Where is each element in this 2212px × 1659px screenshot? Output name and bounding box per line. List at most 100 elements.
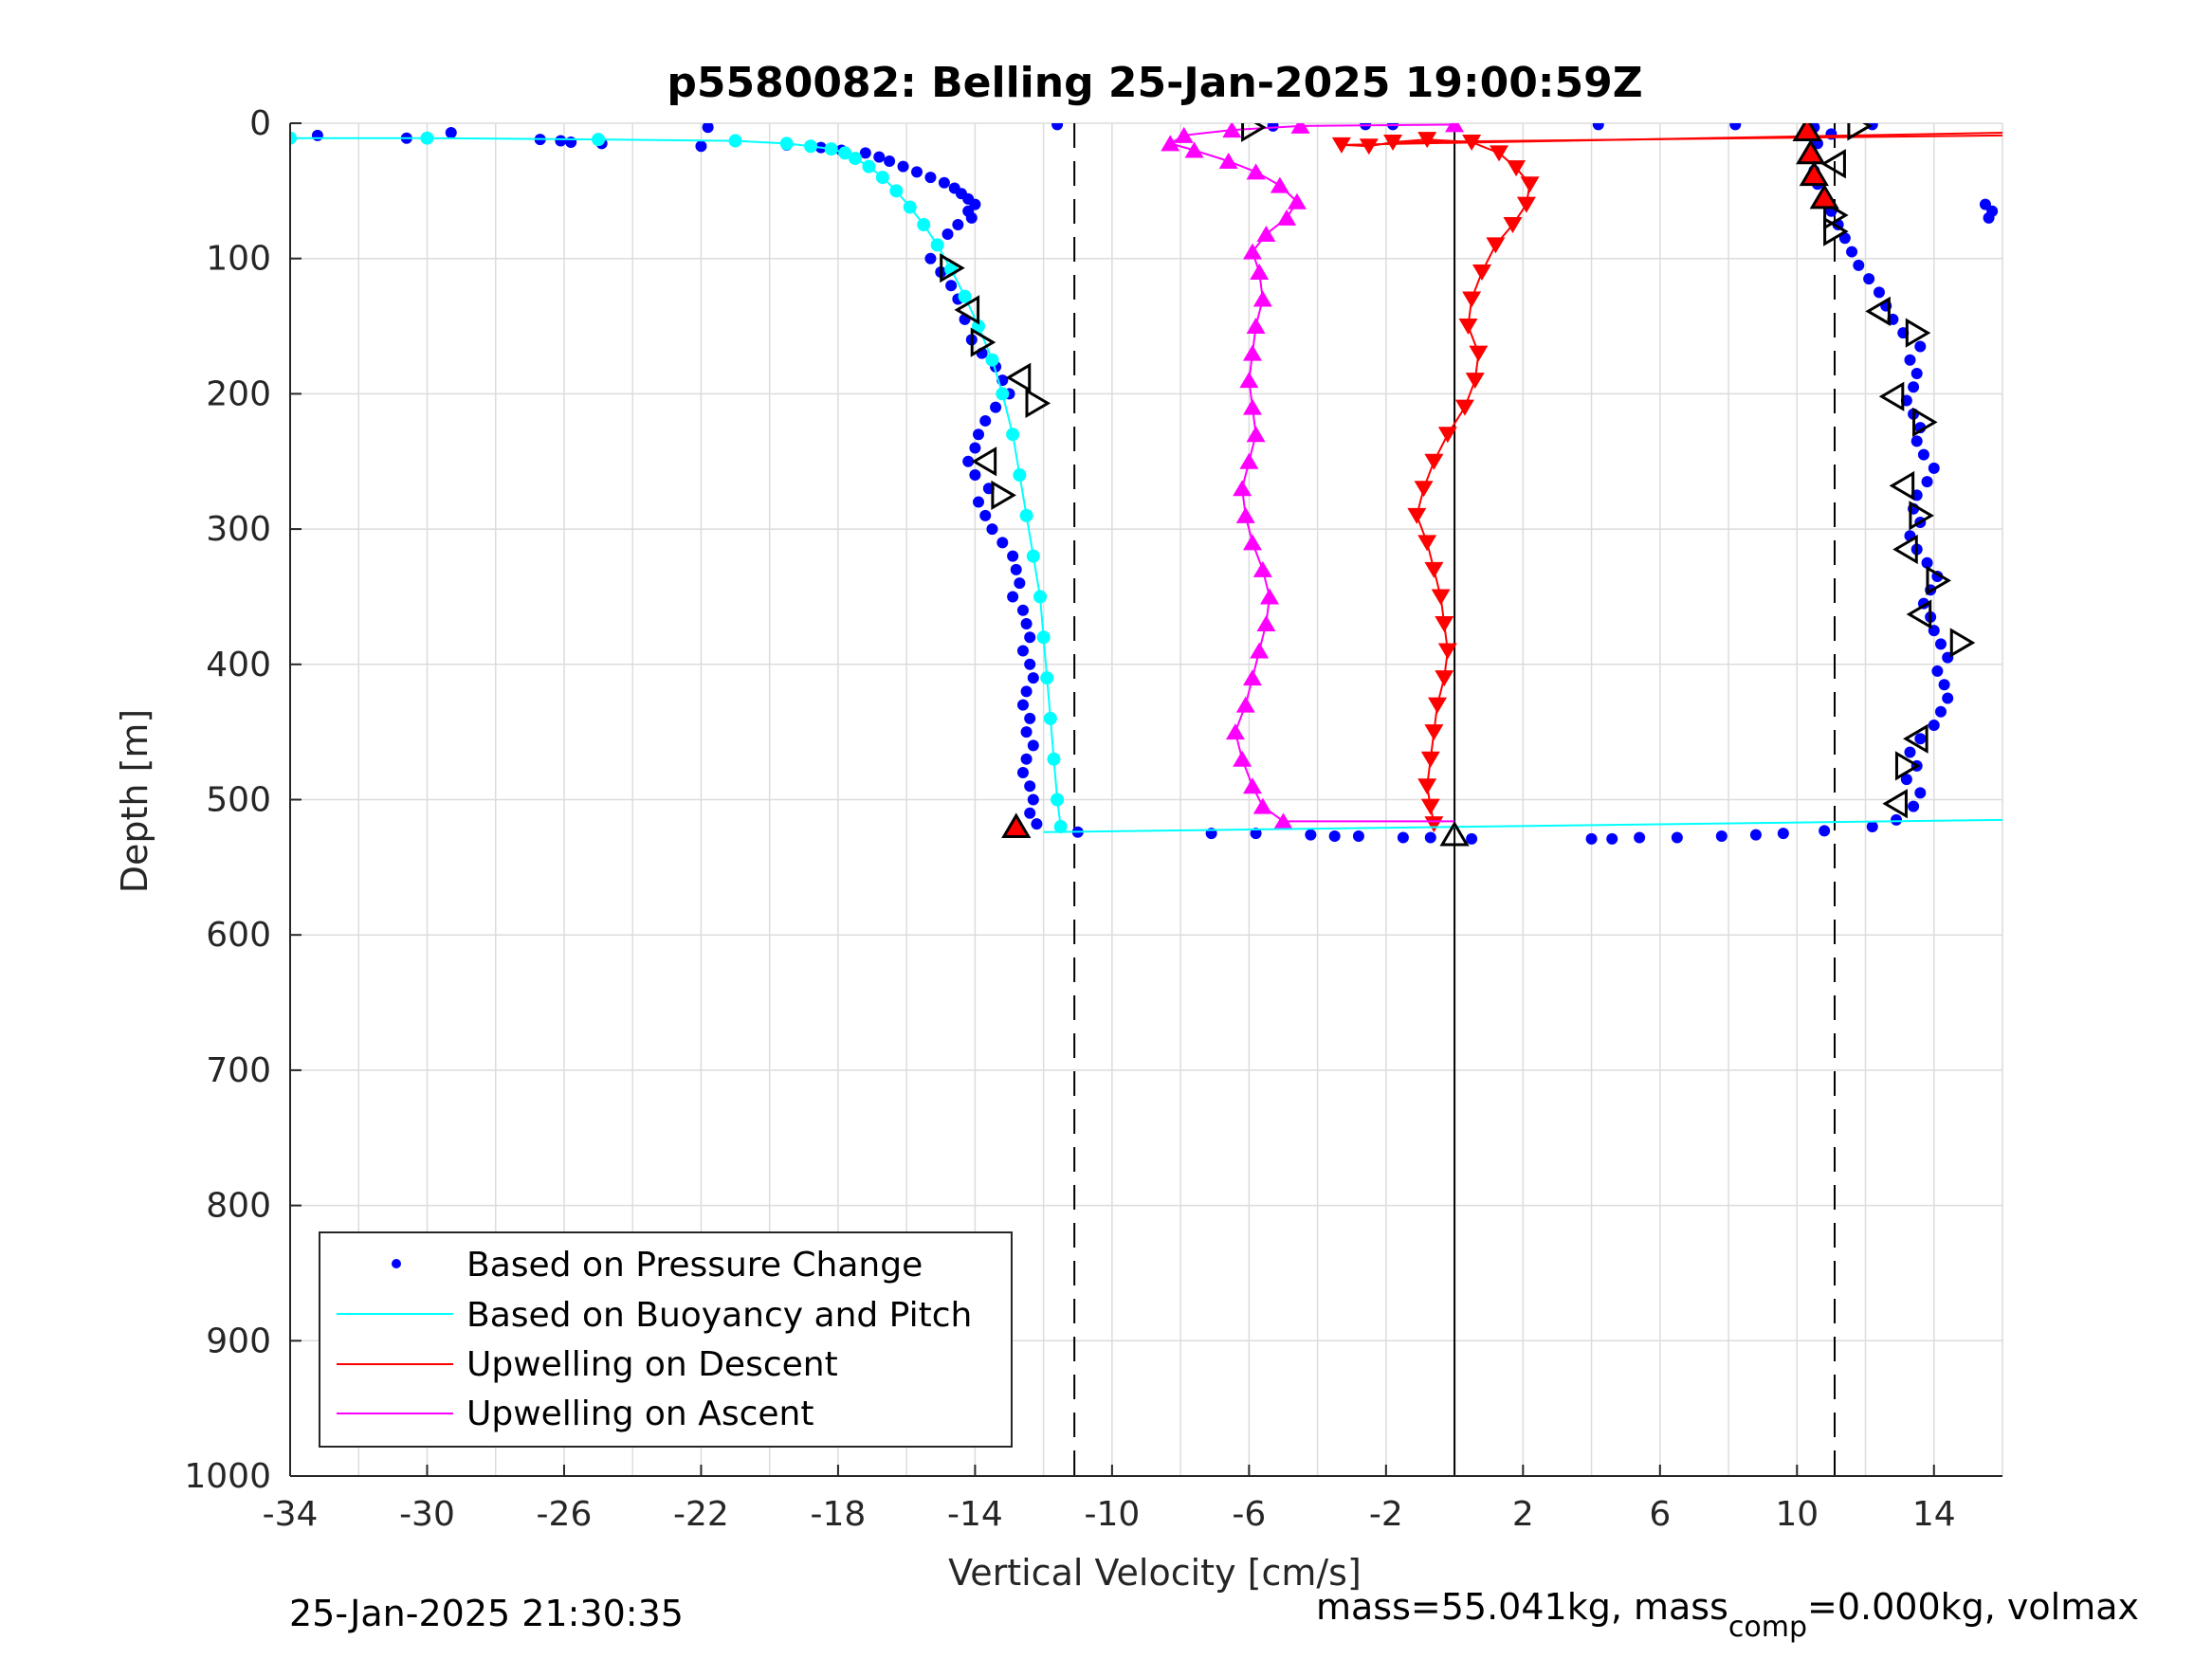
- upwelling-on-ascent-point: [1235, 696, 1255, 713]
- upwelling-on-descent-point: [1465, 373, 1485, 390]
- y-tick-label: 400: [206, 646, 271, 684]
- based-on-pressure-change-ascent-point: [1942, 692, 1954, 704]
- flag-marker-up: [1796, 138, 1826, 165]
- based-on-pressure-change-descent-point: [941, 228, 954, 241]
- x-tick-label: 10: [1775, 1495, 1819, 1534]
- based-on-pressure-change-ascent-point: [1934, 705, 1947, 718]
- based-on-pressure-change-descent-point: [702, 123, 714, 134]
- y-tick-label: 700: [206, 1051, 271, 1090]
- upwelling-on-descent-point: [1414, 481, 1434, 498]
- upwelling-on-ascent-point: [1252, 290, 1272, 307]
- x-axis-label: Vertical Velocity [cm/s]: [948, 1552, 1362, 1594]
- footer-mass-sub: comp: [1728, 1611, 1807, 1644]
- flag-marker-left: [954, 295, 980, 325]
- based-on-pressure-change-ascent-point: [1777, 828, 1789, 840]
- upwelling-on-ascent-point: [1233, 480, 1252, 497]
- upwelling-on-descent-point: [1435, 615, 1454, 632]
- x-tick-label: -34: [263, 1495, 319, 1534]
- x-tick-label: 6: [1649, 1495, 1671, 1534]
- based-on-pressure-change-ascent-point: [1914, 733, 1927, 745]
- based-on-pressure-change-descent-point: [952, 219, 964, 231]
- flag-marker-right: [1909, 501, 1934, 531]
- based-on-pressure-change-ascent-point: [1863, 273, 1875, 285]
- x-tick-label: -26: [537, 1495, 593, 1534]
- based-on-buoyancy-and-pitch-point: [875, 171, 889, 185]
- based-on-pressure-change-descent-point: [1016, 645, 1029, 657]
- based-on-pressure-change-ascent-point: [1931, 665, 1944, 677]
- based-on-pressure-change-descent-point: [1024, 658, 1036, 670]
- upwelling-on-ascent-point: [1252, 797, 1272, 814]
- upwelling-on-descent-point: [1437, 427, 1457, 444]
- based-on-buoyancy-and-pitch-point: [848, 152, 862, 166]
- based-on-pressure-change-descent-point: [945, 280, 958, 292]
- based-on-pressure-change-ascent-point: [1921, 556, 1933, 569]
- x-tick-label: 14: [1912, 1495, 1956, 1534]
- upwelling-on-ascent-point: [1161, 135, 1180, 152]
- footer-mass-post: =0.000kg, volmax: [1807, 1586, 2139, 1628]
- upwelling-on-ascent-point: [1242, 777, 1262, 794]
- x-tick-label: -22: [673, 1495, 729, 1534]
- based-on-pressure-change-ascent-point: [1838, 232, 1851, 245]
- based-on-buoyancy-and-pitch-point: [1043, 711, 1057, 725]
- based-on-pressure-change-descent-point: [986, 523, 998, 536]
- footer-timestamp: 25-Jan-2025 21:30:35: [289, 1593, 684, 1634]
- flag-marker-left: [1889, 470, 1915, 501]
- based-on-pressure-change-ascent-point: [1917, 448, 1929, 461]
- based-on-buoyancy-and-pitch-point: [1040, 671, 1054, 685]
- upwelling-on-descent-point: [1424, 453, 1444, 470]
- based-on-buoyancy-and-pitch-point: [1051, 793, 1065, 807]
- based-on-pressure-change-ascent-point: [1866, 821, 1878, 833]
- based-on-buoyancy-and-pitch-point: [290, 131, 297, 145]
- based-on-pressure-change-ascent-point: [1305, 829, 1317, 841]
- based-on-pressure-change-ascent-point: [1606, 832, 1618, 845]
- based-on-pressure-change-ascent-point: [1328, 830, 1341, 843]
- upwelling-on-descent-surface-line: [1393, 134, 2002, 143]
- flag-marker-up: [1809, 183, 1839, 210]
- flag-marker-left: [1878, 381, 1905, 411]
- flag-marker-right: [970, 327, 996, 357]
- upwelling-on-descent-point: [1428, 697, 1448, 714]
- series-group: [290, 123, 2002, 847]
- based-on-buoyancy-and-pitch-point: [728, 134, 742, 148]
- flag-marker-left: [971, 447, 997, 477]
- y-tick-label: 900: [206, 1322, 271, 1360]
- flag-marker-up: [1792, 123, 1822, 142]
- flag-marker-left: [1865, 296, 1891, 326]
- based-on-pressure-change-ascent-point: [1938, 679, 1950, 691]
- upwelling-on-descent-point: [1486, 237, 1506, 254]
- based-on-pressure-change-ascent-point: [1908, 800, 1920, 812]
- y-tick-label: 500: [206, 781, 271, 820]
- flag-marker-right: [991, 480, 1016, 511]
- legend-box: [319, 1231, 1013, 1448]
- based-on-buoyancy-and-pitch-point: [1006, 428, 1020, 442]
- y-tick-label: 100: [206, 240, 271, 279]
- upwelling-on-ascent-point: [1277, 209, 1297, 226]
- based-on-pressure-change-descent-point: [969, 469, 981, 482]
- legend-item-ascent: Upwelling on Ascent: [466, 1395, 814, 1433]
- based-on-pressure-change-ascent-point: [1397, 831, 1409, 844]
- based-on-pressure-change-ascent-point: [1424, 831, 1436, 844]
- y-tick-label: 600: [206, 916, 271, 955]
- based-on-buoyancy-and-pitch-point: [862, 159, 876, 173]
- based-on-pressure-change-descent-point: [555, 135, 567, 147]
- upwelling-on-descent-point: [1503, 217, 1523, 234]
- upwelling-on-ascent-point: [1250, 642, 1270, 659]
- footer-mass-pre: mass=55.041kg, mass: [1316, 1586, 1728, 1628]
- based-on-buoyancy-and-pitch-point: [592, 133, 606, 147]
- flag-marker-left: [1892, 534, 1918, 565]
- upwelling-on-descent-point: [1420, 751, 1440, 768]
- upwelling-on-descent-point: [1490, 145, 1509, 162]
- flag-marker-up: [1439, 820, 1470, 847]
- flag-marker-right: [940, 253, 965, 283]
- flag-marker-left: [1005, 362, 1032, 392]
- x-tick-label: -18: [811, 1495, 867, 1534]
- based-on-pressure-change-descent-point: [859, 147, 871, 159]
- based-on-pressure-change-descent-point: [1031, 818, 1043, 830]
- based-on-pressure-change-descent-point: [1014, 577, 1026, 590]
- chart-title: p5580082: Belling 25-Jan-2025 19:00:59Z: [667, 59, 1642, 107]
- upwelling-on-ascent-point: [1242, 398, 1262, 415]
- based-on-pressure-change-descent-point: [1024, 807, 1036, 819]
- legend-item-buoyancy: Based on Buoyancy and Pitch: [466, 1296, 972, 1335]
- upwelling-on-descent-point: [1420, 798, 1440, 815]
